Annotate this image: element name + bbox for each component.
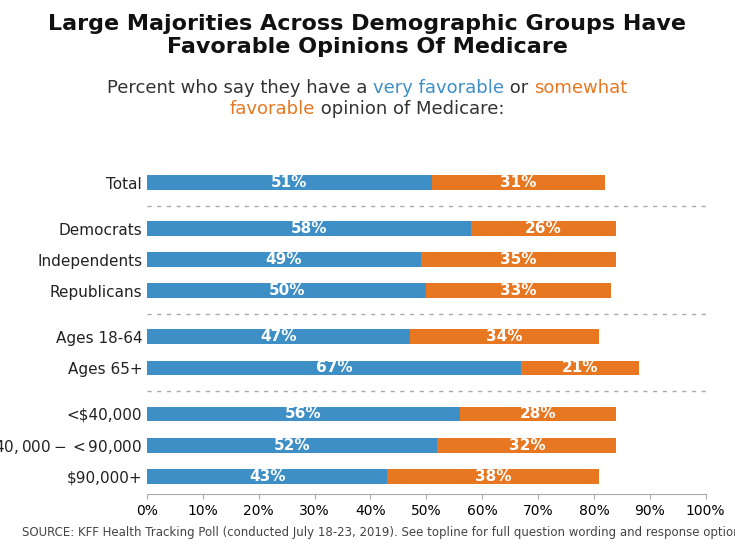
Text: SOURCE: KFF Health Tracking Poll (conducted July 18-23, 2019). See topline for f: SOURCE: KFF Health Tracking Poll (conduc… [22,526,735,539]
Bar [147,438,437,452]
Text: Percent who say they have a: Percent who say they have a [107,79,373,97]
Text: 51%: 51% [271,175,308,190]
Bar [147,283,426,298]
Text: 67%: 67% [316,361,353,376]
Text: 38%: 38% [475,469,512,484]
Text: very favorable: very favorable [373,79,504,97]
Text: 35%: 35% [501,252,537,267]
Bar [147,221,471,236]
Bar [387,469,600,484]
Text: 56%: 56% [285,406,322,422]
Text: 31%: 31% [501,175,537,190]
Text: 58%: 58% [291,221,327,236]
Bar [147,407,460,422]
Bar [521,361,639,376]
Bar [460,407,616,422]
Bar [426,283,611,298]
Bar [147,469,387,484]
Bar [147,329,409,344]
Text: favorable: favorable [230,100,315,118]
Bar [432,175,605,190]
Text: 52%: 52% [274,438,311,452]
Text: 47%: 47% [260,329,296,344]
Text: somewhat: somewhat [534,79,628,97]
Bar [147,361,521,376]
Text: opinion of Medicare:: opinion of Medicare: [315,100,505,118]
Text: 33%: 33% [501,283,537,298]
Text: Large Majorities Across Demographic Groups Have
Favorable Opinions Of Medicare: Large Majorities Across Demographic Grou… [49,14,686,57]
Text: 32%: 32% [509,438,545,452]
Text: 49%: 49% [265,252,302,267]
Bar [147,252,420,267]
Text: 34%: 34% [487,329,523,344]
Text: 21%: 21% [562,361,598,376]
Bar [420,252,616,267]
Text: 50%: 50% [268,283,305,298]
Bar [409,329,600,344]
Bar [471,221,616,236]
Bar [437,438,616,452]
Text: 43%: 43% [249,469,285,484]
Bar [147,175,432,190]
Text: or: or [504,79,534,97]
Text: 28%: 28% [520,406,556,422]
Text: 26%: 26% [526,221,562,236]
